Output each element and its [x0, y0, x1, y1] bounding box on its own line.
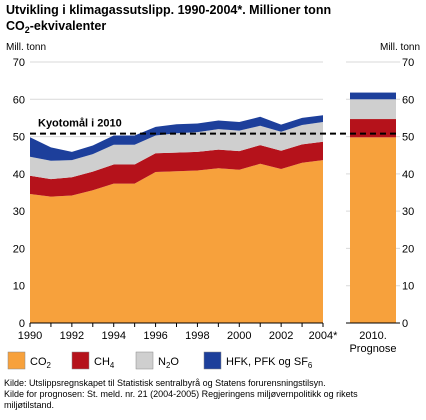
x-tick-label: 1996: [143, 330, 167, 342]
x-tick-label: 1994: [101, 330, 125, 342]
y-tick-label-left: 60: [13, 94, 25, 106]
y-tick-label-right: 0: [402, 318, 408, 330]
source-line: Kilde for prognosen: St. meld. nr. 21 (2…: [4, 389, 358, 399]
y-tick-label-left: 30: [13, 206, 25, 218]
area-n2o: [30, 122, 323, 180]
area-co2: [30, 160, 323, 323]
legend-swatch-ch4: [71, 351, 90, 370]
y-axis-label-right: Mill. tonn: [380, 42, 420, 53]
legend-label-ch4: CH4: [94, 356, 115, 370]
source-notes: Kilde: Utslippsregnskapet til Statistisk…: [4, 378, 358, 410]
forecast-label-line-1: 2010.: [359, 330, 387, 342]
y-tick-label-right: 40: [402, 169, 414, 181]
y-tick-label-left: 40: [13, 169, 25, 181]
legend-swatch-hfk: [203, 351, 222, 370]
area-hfk: [30, 115, 323, 161]
source-line: Kilde: Utslippsregnskapet til Statistisk…: [4, 378, 326, 388]
y-tick-label-right: 50: [402, 132, 414, 144]
legend-label-co2: CO2: [30, 356, 51, 370]
y-tick-label-left: 70: [13, 57, 25, 69]
kyoto-label: Kyotomål i 2010: [38, 118, 122, 130]
y-tick-label-left: 20: [13, 243, 25, 255]
y-tick-label-right: 30: [402, 206, 414, 218]
legend-swatch-n2o: [135, 351, 154, 370]
forecast-segment-n2o: [350, 99, 396, 120]
x-tick-label: 2004*: [309, 330, 338, 342]
forecast-label-line-2: Prognose: [349, 343, 396, 355]
legend-label-n2o: N2O: [158, 356, 179, 370]
y-tick-label-right: 70: [402, 57, 414, 69]
y-axis-label-left: Mill. tonn: [6, 42, 46, 53]
x-tick-label: 1990: [18, 330, 42, 342]
y-tick-label-right: 60: [402, 94, 414, 106]
kyoto-reference: Kyotomål i 2010: [30, 118, 400, 135]
x-tick-label: 1992: [60, 330, 84, 342]
stacked-areas: [30, 115, 323, 323]
y-tick-label-left: 0: [19, 318, 25, 330]
forecast-segment-hfk: [350, 92, 396, 100]
y-tick-label-left: 50: [13, 132, 25, 144]
chart-title-line-2: CO2-ekvivalenter: [6, 19, 106, 35]
y-tick-label-right: 20: [402, 243, 414, 255]
legend-label-hfk: HFK, PFK og SF6: [226, 356, 313, 370]
y-tick-label-right: 10: [402, 281, 414, 293]
forecast-segment-co2: [350, 137, 396, 323]
source-line: miljøtilstand.: [4, 400, 54, 410]
forecast-bar: [350, 92, 396, 323]
legend-swatch-co2: [7, 351, 26, 370]
x-tick-label: 1998: [185, 330, 209, 342]
x-tick-label: 2002: [269, 330, 293, 342]
y-tick-label-left: 10: [13, 281, 25, 293]
area-ch4: [30, 141, 323, 197]
x-tick-label: 2000: [227, 330, 251, 342]
axes: 0 0 10 10 20 20 30 30 40 40 50 50 60 60 70 70 1990 1992 19…: [13, 57, 415, 355]
legend: CO2 CH4 N2O HFK, PFK og SF6: [7, 351, 313, 370]
chart-title-line-1: Utvikling i klimagassutslipp. 1990-2004*…: [6, 3, 331, 17]
